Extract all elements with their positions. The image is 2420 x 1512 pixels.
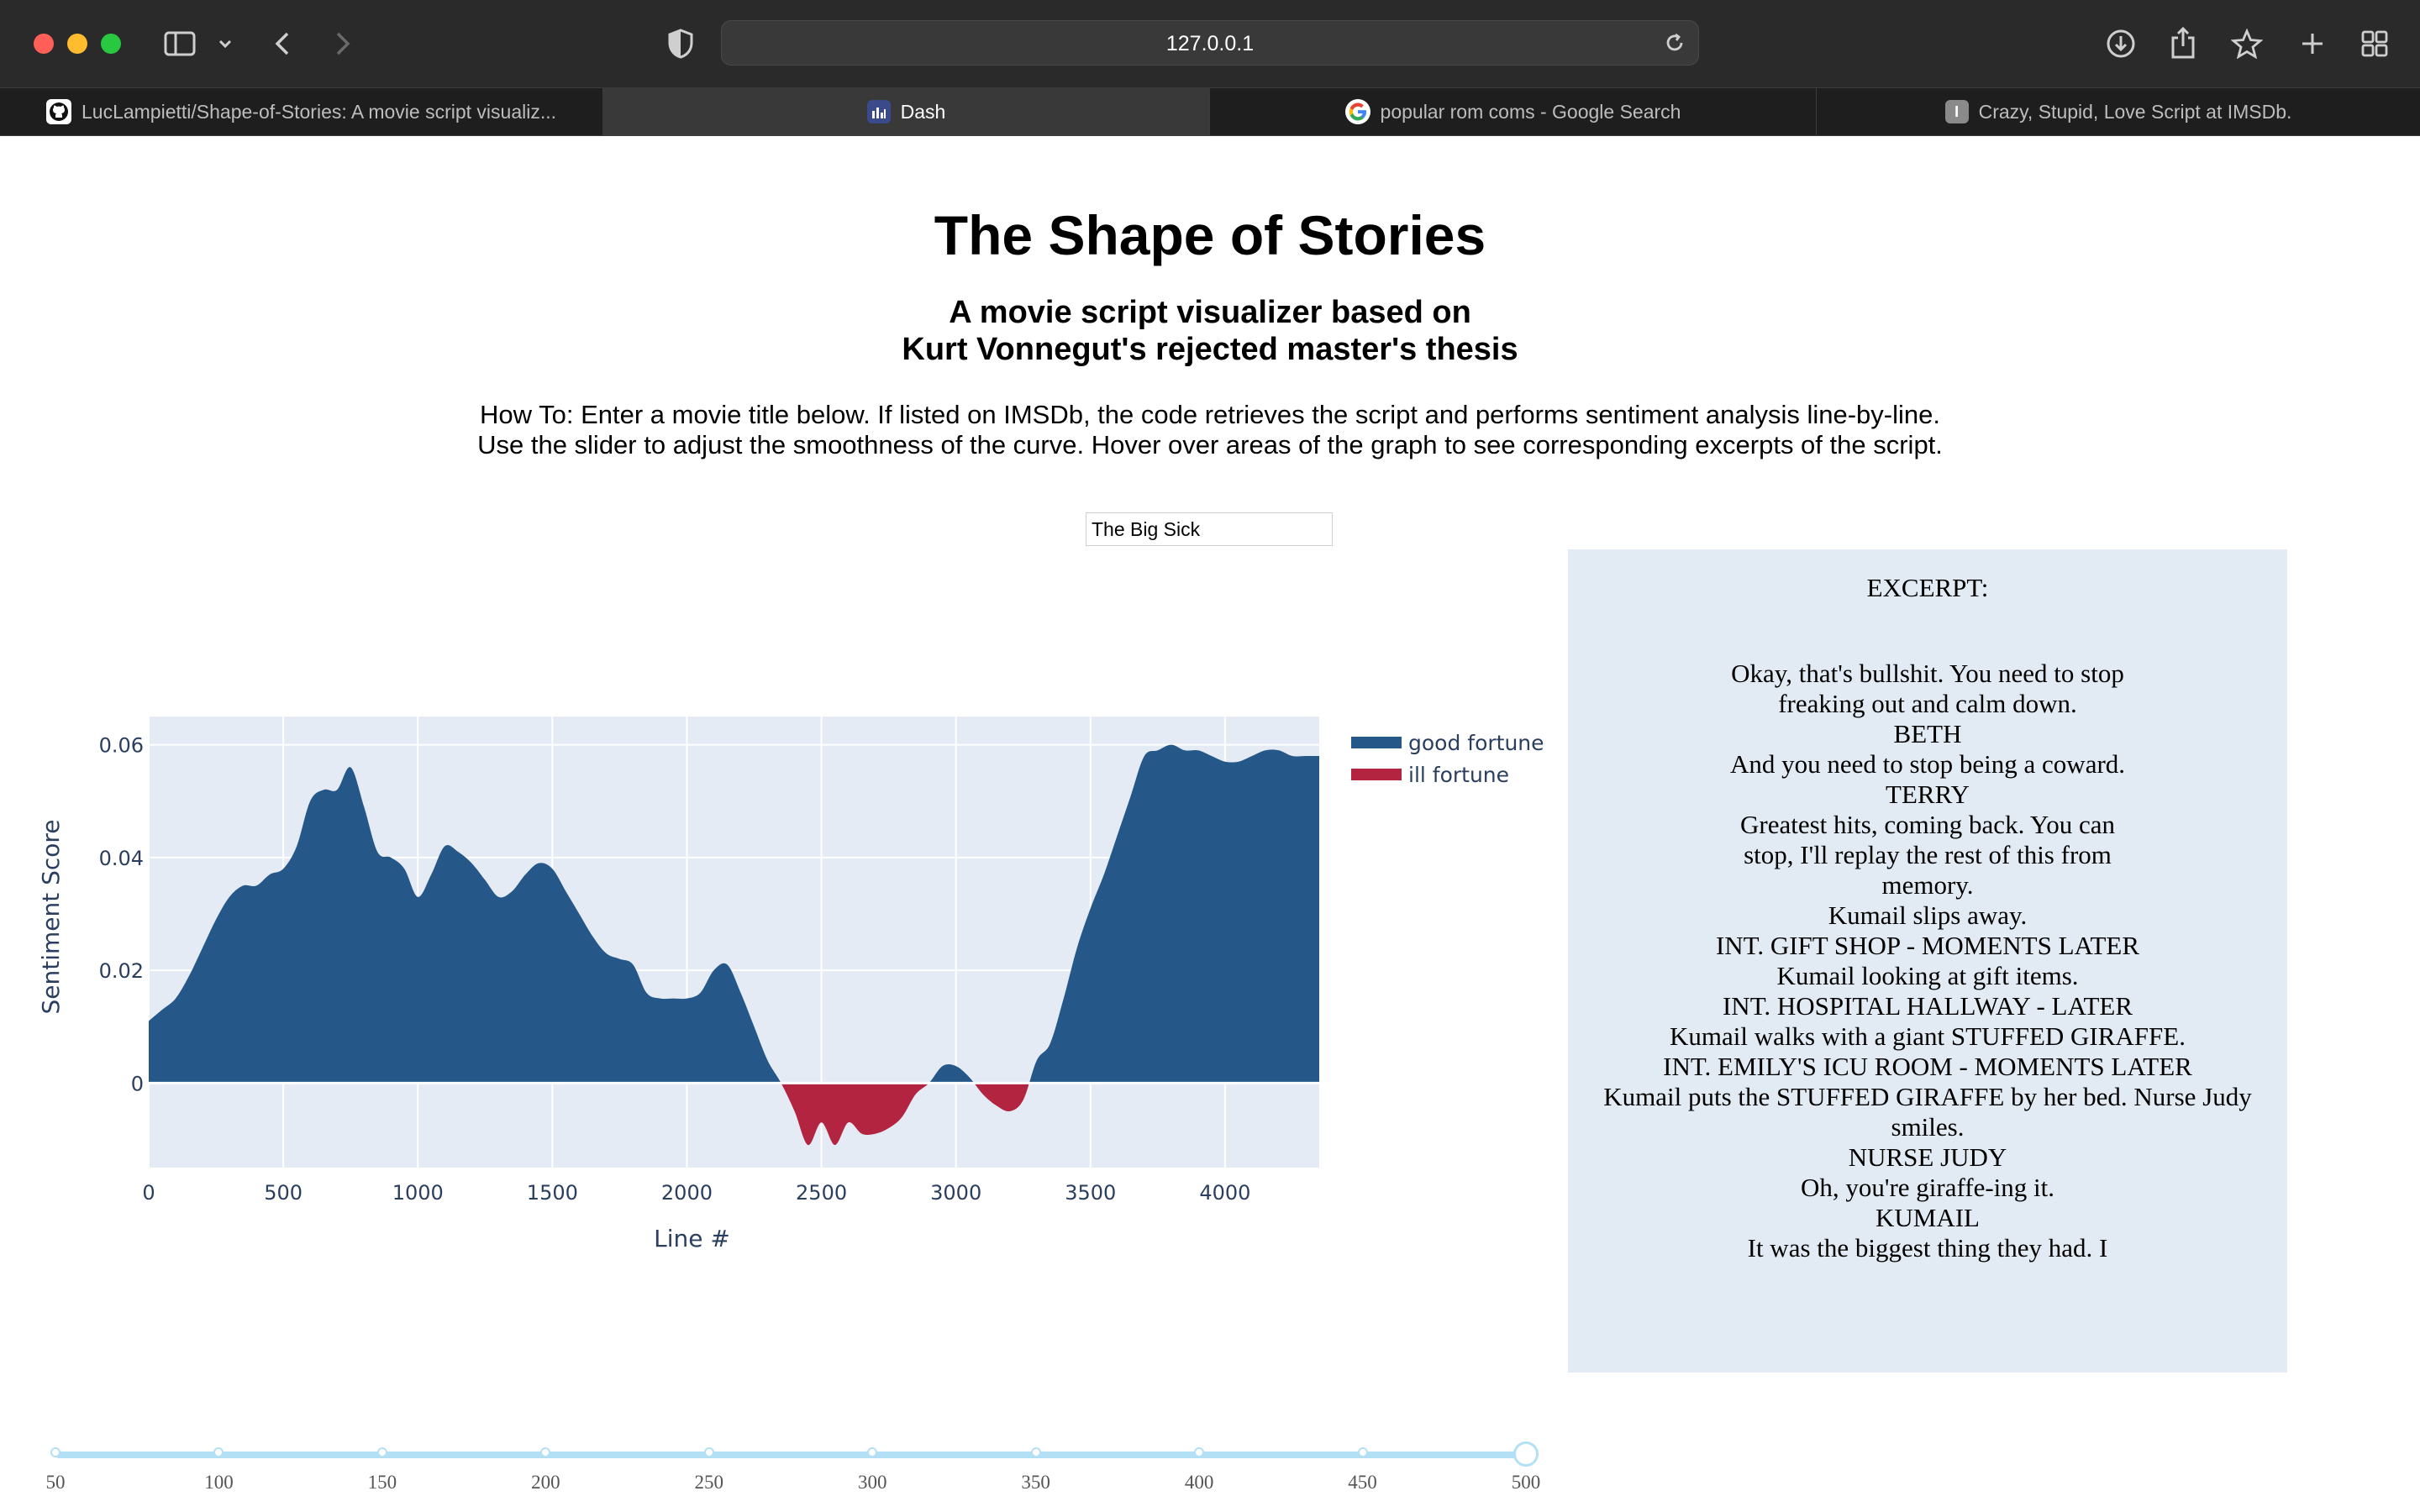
subtitle-line: Kurt Vonnegut's rejected master's thesis (902, 332, 1518, 367)
how-to-instructions: How To: Enter a movie title below. If li… (0, 400, 2420, 460)
y-tick-label: 0.04 (99, 847, 144, 870)
slider-step-dot[interactable] (1194, 1447, 1205, 1457)
x-tick-label: 0 (142, 1181, 155, 1205)
movie-title-input[interactable] (1086, 512, 1333, 546)
x-tick-label: 1000 (392, 1181, 444, 1205)
slider-step-dot[interactable] (50, 1447, 60, 1457)
legend-swatch[interactable] (1351, 737, 1402, 748)
x-tick-label: 500 (264, 1181, 302, 1205)
google-icon (1344, 99, 1370, 124)
slider-step-dot[interactable] (867, 1447, 878, 1457)
x-tick-label: 3500 (1065, 1181, 1116, 1205)
slider-label: 150 (367, 1472, 397, 1493)
tab-overview-icon[interactable] (2356, 25, 2393, 62)
legend-label[interactable]: ill fortune (1408, 763, 1509, 787)
new-tab-icon[interactable] (2294, 25, 2331, 62)
reload-icon[interactable] (1663, 31, 1686, 55)
downloads-icon[interactable] (2102, 25, 2139, 62)
subtitle-line: A movie script visualizer based on (949, 295, 1471, 330)
back-icon[interactable] (267, 27, 297, 60)
slider-step-dot[interactable] (376, 1447, 387, 1457)
slider-step-dot[interactable] (1357, 1447, 1368, 1457)
legend-label[interactable]: good fortune (1408, 731, 1544, 755)
smoothness-slider[interactable]: 50 100 150 200 250 300 350 400 450 500 (46, 1441, 1540, 1512)
bookmark-star-icon[interactable] (2228, 25, 2265, 62)
x-tick-label: 2000 (661, 1181, 713, 1205)
tab-imsdb[interactable]: I Crazy, Stupid, Love Script at IMSDb. (1817, 88, 2420, 135)
chart-legend[interactable]: good fortune ill fortune (1351, 731, 1544, 787)
tab-label: Dash (900, 100, 946, 123)
slider-step-dot[interactable] (703, 1447, 714, 1457)
excerpt-text: Okay, that's bullshit. You need to stop … (1603, 659, 2252, 1263)
legend-swatch[interactable] (1351, 769, 1402, 780)
tab-github[interactable]: LucLampietti/Shape-of-Stories: A movie s… (0, 88, 603, 135)
sidebar-icon[interactable] (161, 27, 198, 60)
dash-icon (866, 100, 891, 123)
excerpt-heading: EXCERPT: (1866, 573, 1989, 602)
browser-toolbar: 127.0.0.1 (0, 0, 2420, 87)
github-icon (45, 99, 71, 124)
slider-track[interactable] (55, 1452, 1526, 1458)
tab-strip: LucLampietti/Shape-of-Stories: A movie s… (0, 87, 2420, 136)
slider-step-dot[interactable] (1030, 1447, 1041, 1457)
tab-label: popular rom coms - Google Search (1380, 100, 1681, 123)
howto-line: How To: Enter a movie title below. If li… (480, 400, 1940, 429)
y-axis-label: Sentiment Score (37, 819, 65, 1014)
slider-step-dot[interactable] (540, 1447, 551, 1457)
page-title: The Shape of Stories (934, 204, 1486, 266)
slider-label: 500 (1511, 1472, 1541, 1493)
sentiment-chart[interactable]: 0 500 1000 1500 2000 2500 3000 3500 4000 0 0.02 0.… (0, 136, 1563, 1312)
slider-label: 50 (45, 1472, 66, 1493)
tab-label: Crazy, Stupid, Love Script at IMSDb. (1978, 100, 2292, 123)
x-tick-label: 1500 (527, 1181, 578, 1205)
slider-step-dot[interactable] (213, 1447, 224, 1457)
howto-line: Use the slider to adjust the smoothness … (477, 430, 1943, 459)
privacy-shield-icon[interactable] (664, 25, 697, 62)
y-tick-label: 0 (131, 1072, 144, 1095)
slider-label: 100 (204, 1472, 234, 1493)
share-icon[interactable] (2165, 24, 2202, 62)
y-tick-label: 0.02 (99, 959, 144, 983)
x-tick-label: 2500 (796, 1181, 847, 1205)
tab-google-search[interactable]: popular rom coms - Google Search (1210, 88, 1817, 135)
close-window-button[interactable] (34, 34, 54, 54)
slider-label: 200 (531, 1472, 560, 1493)
minimize-window-button[interactable] (67, 34, 87, 54)
slider-label: 250 (694, 1472, 724, 1493)
zoom-window-button[interactable] (101, 34, 121, 54)
slider-handle[interactable] (1513, 1441, 1539, 1467)
imsdb-icon: I (1944, 100, 1969, 123)
chevron-down-icon[interactable] (215, 30, 235, 57)
tab-label: LucLampietti/Shape-of-Stories: A movie s… (81, 100, 557, 123)
forward-icon[interactable] (328, 27, 358, 60)
y-tick-label: 0.06 (99, 734, 144, 758)
address-bar[interactable]: 127.0.0.1 (721, 20, 1699, 66)
slider-label: 450 (1348, 1472, 1377, 1493)
slider-label: 400 (1184, 1472, 1214, 1493)
x-tick-label: 4000 (1199, 1181, 1250, 1205)
slider-label: 350 (1021, 1472, 1050, 1493)
ill-fortune-area[interactable] (149, 745, 1319, 1146)
page-subtitle: A movie script visualizer based on Kurt … (0, 294, 2420, 368)
excerpt-panel: EXCERPT: Okay, that's bullshit. You need… (1568, 549, 2287, 1373)
good-fortune-area[interactable] (149, 744, 1319, 1146)
url-text: 127.0.0.1 (1165, 32, 1255, 55)
tab-dash[interactable]: Dash (603, 88, 1210, 135)
slider-label: 300 (857, 1472, 887, 1493)
x-axis-label: Line # (654, 1225, 730, 1252)
x-tick-label: 3000 (930, 1181, 981, 1205)
